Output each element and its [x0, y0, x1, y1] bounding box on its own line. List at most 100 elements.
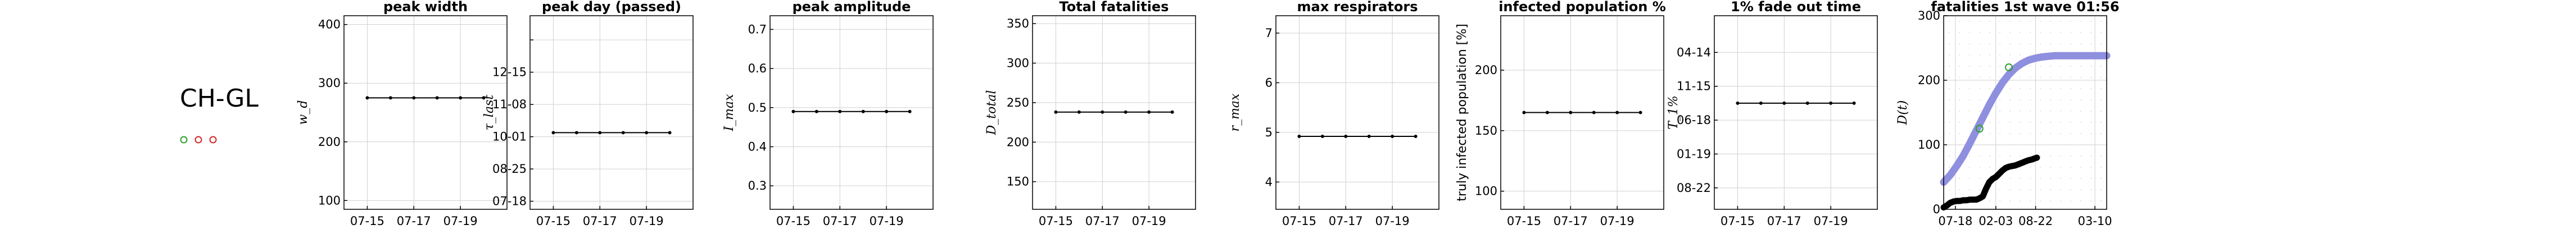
chart-title: fatalities 1st wave 01:56: [1931, 0, 2119, 15]
dot-field-point: [2050, 155, 2051, 157]
xtick-label-2: 07-19: [1375, 214, 1410, 228]
data-point-0: [1736, 101, 1740, 105]
dot-field-point: [1989, 32, 1990, 33]
dot-field-point: [1959, 66, 1960, 67]
dot-field-point: [2050, 178, 2051, 179]
marker-1: [2005, 63, 2013, 71]
dot-field-point: [2090, 133, 2091, 134]
dot-field-point: [2030, 144, 2031, 145]
xtick-label-2: 07-19: [443, 214, 478, 228]
dot-field-point: [2050, 200, 2051, 201]
dot-field-point: [2100, 155, 2102, 157]
axes-frame: [1032, 15, 1196, 210]
dot-field-point: [2070, 133, 2071, 134]
dot-field-point: [2060, 99, 2061, 100]
dot-field-point: [2030, 167, 2031, 168]
xtick-label-2: 07-19: [1132, 214, 1166, 228]
dot-field-point: [2070, 43, 2071, 44]
dot-field-point: [1959, 111, 1960, 112]
ytick-label-2: 0.5: [748, 101, 767, 114]
dot-field-point: [1949, 43, 1950, 44]
dot-field-point: [1959, 122, 1960, 123]
ytick-label-2: 06-18: [1677, 113, 1711, 127]
dot-field-point: [2040, 122, 2041, 123]
dot-field-point: [2020, 43, 2021, 44]
dot-field-point: [2030, 178, 2031, 179]
dot-field-point: [1969, 32, 1970, 33]
dot-field-point: [2060, 32, 2061, 33]
xtick-label-1: 02-03: [1979, 214, 2013, 228]
dot-field-point: [2100, 77, 2102, 78]
chart-1: 07-18 08-25 10-01 11-08 12-15 07-15 07-17 07-19…: [482, 0, 694, 228]
dot-field-point: [1959, 178, 1960, 179]
data-point-1: [388, 96, 392, 100]
region-panel: CH-GL: [180, 84, 259, 144]
dot-field-point: [1969, 167, 1970, 168]
dot-field-point: [2080, 99, 2081, 100]
ytick-label-4: 350: [1007, 17, 1029, 30]
dot-field-point: [1979, 189, 1980, 190]
y-axis-label: D_total: [985, 90, 999, 136]
dot-field-point: [1949, 54, 1950, 56]
dot-field-point: [1979, 167, 1980, 168]
xtick-label-1: 07-17: [823, 214, 857, 228]
dot-field-point: [1989, 155, 1990, 157]
dot-field-point: [2100, 99, 2102, 100]
dot-field-point: [1949, 122, 1950, 123]
dot-field-point: [2009, 155, 2011, 157]
y-axis-label: T_1%: [1667, 95, 1681, 130]
dot-field-point: [2080, 155, 2081, 157]
dot-field-point: [2009, 122, 2011, 123]
dot-field-point: [2060, 155, 2061, 157]
y-axis-label: I_max: [722, 94, 736, 132]
dot-field-point: [1959, 99, 1960, 100]
ytick-label-4: 04-14: [1677, 45, 1711, 59]
dot-field-point: [1979, 66, 1980, 67]
dot-field-point: [2070, 167, 2071, 168]
dot-field-point: [2060, 200, 2061, 201]
charts-group: 100 200 300 400 07-15 07-17 07-19 peak width w_d…: [296, 0, 2120, 228]
dot-field-point: [2070, 178, 2071, 179]
dot-field: [1949, 21, 2102, 201]
dot-field-point: [2050, 111, 2051, 112]
dot-field-point: [2080, 32, 2081, 33]
dot-field-point: [2040, 77, 2041, 78]
dot-field-point: [1999, 144, 2000, 145]
ytick-label-0: 0: [1933, 203, 1940, 216]
dot-field-point: [2050, 122, 2051, 123]
dot-field-point: [1959, 43, 1960, 44]
ytick-label-3: 300: [1007, 56, 1029, 70]
dot-field-point: [1999, 21, 2000, 22]
y-axis-label: w_d: [296, 100, 310, 125]
dot-field-point: [2090, 43, 2091, 44]
dot-field-point: [2060, 178, 2061, 179]
dot-field-point: [1989, 167, 1990, 168]
data-point-0: [551, 131, 555, 135]
dot-field-point: [1959, 133, 1960, 134]
xtick-label-2: 07-19: [1814, 214, 1848, 228]
dot-field-point: [2030, 77, 2031, 78]
dot-field-point: [1989, 77, 1990, 78]
region-markers: [180, 136, 217, 144]
chart-title: Total fatalities: [1060, 0, 1169, 15]
dot-field-point: [2040, 99, 2041, 100]
y-axis-label: τ_last: [482, 95, 496, 131]
dot-field-point: [1969, 54, 1970, 56]
dot-field-point: [1969, 43, 1970, 44]
dot-field-point: [2009, 43, 2011, 44]
dot-field-point: [2040, 189, 2041, 190]
dot-field-point: [2100, 88, 2102, 89]
data-point-3: [1805, 101, 1809, 105]
dot-field-point: [2050, 167, 2051, 168]
xtick-label-0: 07-15: [1282, 214, 1316, 228]
dot-field-point: [1959, 88, 1960, 89]
data-point-1: [814, 109, 818, 113]
dot-field-point: [1949, 21, 1950, 22]
ytick-label-3: 11-08: [492, 98, 527, 111]
dot-field-point: [2020, 189, 2021, 190]
dot-field-point: [2009, 32, 2011, 33]
data-point-5: [1170, 110, 1174, 114]
chart-5: 100 150 200 07-15 07-17 07-19 infected populat…: [1455, 0, 1666, 228]
dot-field-point: [2060, 21, 2061, 22]
dot-field-point: [1949, 99, 1950, 100]
